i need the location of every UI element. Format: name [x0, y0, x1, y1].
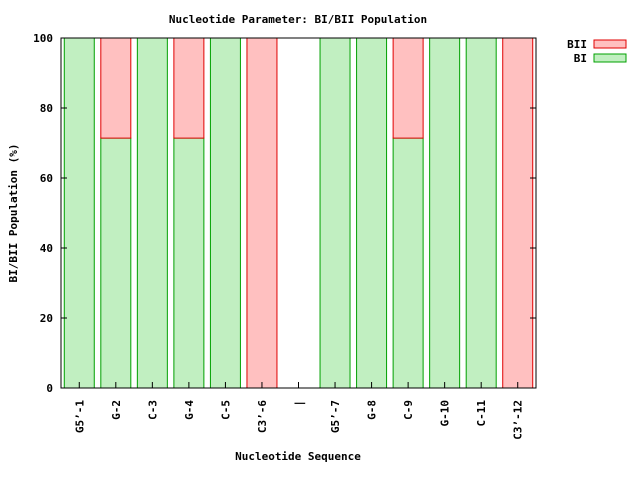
x-tick-label-4: C-5: [219, 400, 232, 420]
legend-swatch-bii: [593, 39, 627, 49]
y-tick-label-2: 40: [40, 242, 53, 255]
x-tick-label-9: C-9: [402, 400, 415, 420]
x-tick-label-3: G-4: [183, 400, 196, 420]
y-tick-label-0: 0: [46, 382, 53, 395]
x-axis: G5’-1 G-2 C-3 G-4 C-5 C3’-6 | G5’-7 G-8 C-9 G-10 C-…: [73, 382, 525, 440]
y-tick-label-5: 100: [33, 32, 53, 45]
plot-area-border: [60, 37, 537, 389]
bar-bi-11: [465, 37, 497, 389]
bar-bi-4: [209, 37, 241, 389]
chart-title: Nucleotide Parameter: BI/BII Population: [169, 13, 427, 26]
x-tick-label-5: C3’-6: [256, 400, 269, 433]
bar-bi-1: [100, 137, 132, 389]
legend-label-bi: BI: [574, 52, 587, 65]
x-tick-label-8: G-8: [366, 400, 379, 420]
y-tick-label-4: 80: [40, 102, 53, 115]
y-axis: 0 20 40 60 80 100: [33, 32, 536, 395]
bars-layer: [63, 37, 534, 389]
bar-bii-5: [246, 37, 278, 389]
bar-bii-3: [173, 37, 205, 139]
bar-bii-1: [100, 37, 132, 139]
bar-bii-12: [502, 37, 534, 389]
x-axis-label: Nucleotide Sequence: [235, 450, 361, 463]
x-tick-label-10: G-10: [439, 400, 452, 427]
bar-bi-0: [63, 37, 95, 389]
bar-bi-2: [136, 37, 168, 389]
x-tick-label-1: G-2: [110, 400, 123, 420]
x-tick-label-12: C3’-12: [512, 400, 525, 440]
y-tick-label-3: 60: [40, 172, 53, 185]
x-tick-label-0: G5’-1: [73, 400, 86, 433]
x-tick-label-11: C-11: [475, 400, 488, 427]
bar-bi-9: [392, 137, 424, 389]
y-tick-label-1: 20: [40, 312, 53, 325]
y-axis-label: BI/BII Population (%): [7, 143, 20, 282]
bar-bi-3: [173, 137, 205, 389]
x-tick-label-2: C-3: [146, 400, 159, 420]
bar-bi-8: [356, 37, 388, 389]
x-tick-label-7: G5’-7: [329, 400, 342, 433]
bar-bii-9: [392, 37, 424, 139]
legend-swatch-bi: [593, 53, 627, 63]
bar-bi-7: [319, 37, 351, 389]
legend-label-bii: BII: [567, 38, 587, 51]
bar-bi-10: [429, 37, 461, 389]
x-tick-label-6: |: [293, 400, 306, 407]
